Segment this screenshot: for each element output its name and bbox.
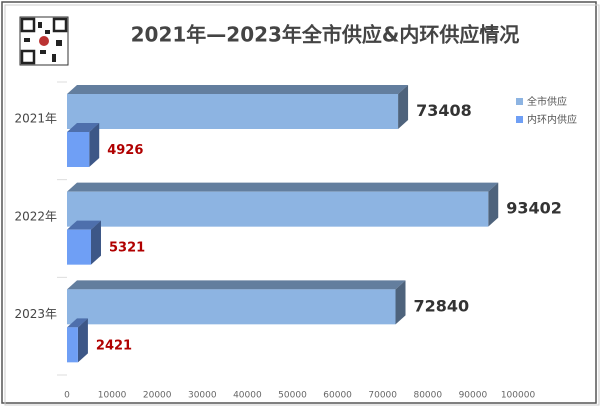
legend-label: 内环内供应	[527, 113, 577, 126]
x-tick-label: 30000	[188, 391, 217, 401]
bar-side	[488, 182, 499, 227]
data-label: 73408	[416, 101, 472, 120]
bar	[67, 94, 399, 129]
bar-side	[395, 280, 406, 325]
chart-title: 2021年—2023年全市供应&内环供应情况	[131, 23, 520, 47]
data-label: 72840	[414, 296, 470, 315]
x-tick-label: 10000	[98, 391, 127, 401]
bar-top	[67, 280, 406, 290]
x-tick-label: 0	[64, 391, 70, 401]
x-tick-label: 90000	[459, 391, 488, 401]
x-tick-label: 60000	[323, 391, 352, 401]
bar	[67, 132, 90, 167]
qr-code	[19, 16, 69, 66]
y-tick-label: 2023年	[14, 307, 57, 321]
x-tick-label: 80000	[413, 391, 442, 401]
bar-top	[67, 123, 100, 132]
bar-side	[90, 220, 101, 265]
bar	[67, 327, 78, 363]
x-tick-label: 50000	[278, 391, 307, 401]
legend-label: 全市供应	[527, 95, 567, 108]
bar-side	[89, 123, 100, 167]
y-tick-label: 2021年	[14, 112, 57, 126]
legend-swatch	[516, 116, 523, 123]
bar	[67, 289, 396, 325]
x-tick-label: 40000	[233, 391, 262, 401]
x-tick-label: 70000	[368, 391, 397, 401]
frame-shadow	[4, 4, 600, 406]
bar-top	[67, 318, 88, 328]
bar	[67, 191, 489, 227]
bar-top	[67, 220, 101, 230]
data-label: 2421	[96, 338, 132, 353]
x-tick-label: 20000	[143, 391, 172, 401]
bar-side	[398, 85, 409, 129]
x-tick-label: 100000	[501, 391, 536, 401]
bar-top	[67, 182, 499, 192]
data-label: 5321	[109, 241, 145, 256]
bar-top	[67, 85, 409, 94]
data-label: 4926	[107, 143, 143, 158]
y-tick-label: 2022年	[14, 209, 57, 223]
data-label: 93402	[506, 199, 562, 218]
bar-side	[77, 318, 88, 363]
bar	[67, 229, 91, 265]
legend-swatch	[516, 98, 523, 105]
